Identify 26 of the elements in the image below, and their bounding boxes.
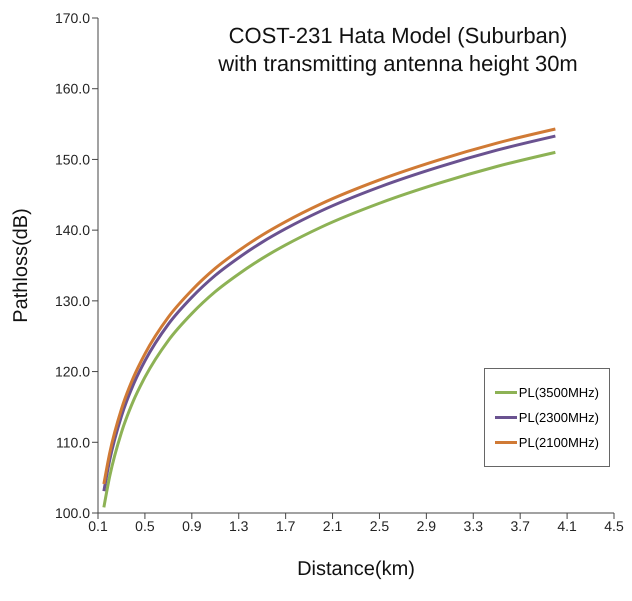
- text: COST-231 Hata Model (Suburban) with transmitting antenna height 30m: [217, 22, 579, 78]
- y-tick-label: 110.0: [56, 434, 90, 450]
- y-tick-label: 140.0: [54, 222, 90, 238]
- x-tick-label: 0.5: [135, 518, 155, 534]
- x-tick-label: 3.7: [510, 518, 530, 534]
- x-tick-label: 1.7: [276, 518, 296, 534]
- legend-label: PL(2100MHz): [518, 435, 599, 450]
- x-tick-label: 2.9: [416, 518, 436, 534]
- x-tick-label: 4.1: [557, 518, 578, 534]
- legend-label: PL(2300MHz): [518, 410, 599, 425]
- legend-label: PL(3500MHz): [518, 385, 599, 400]
- x-tick-label: 0.1: [88, 518, 108, 534]
- x-tick-label: 4.5: [604, 518, 624, 534]
- x-tick-label: 1.3: [228, 518, 249, 534]
- x-axis-title: Distance(km): [297, 558, 415, 580]
- x-tick-label: 0.9: [182, 518, 202, 534]
- y-axis-title: Pathloss(dB): [10, 208, 32, 323]
- x-tick-label: 2.5: [370, 518, 390, 534]
- x-tick-label: 3.3: [464, 518, 484, 534]
- y-tick-label: 150.0: [54, 151, 90, 168]
- y-tick-label: 120.0: [54, 364, 90, 380]
- y-tick-label: 170.0: [54, 10, 90, 26]
- y-tick-label: 100.0: [54, 504, 90, 521]
- x-tick-label: 2.1: [322, 518, 342, 534]
- y-tick-label: 160.0: [54, 80, 90, 97]
- y-tick-label: 130.0: [54, 292, 90, 309]
